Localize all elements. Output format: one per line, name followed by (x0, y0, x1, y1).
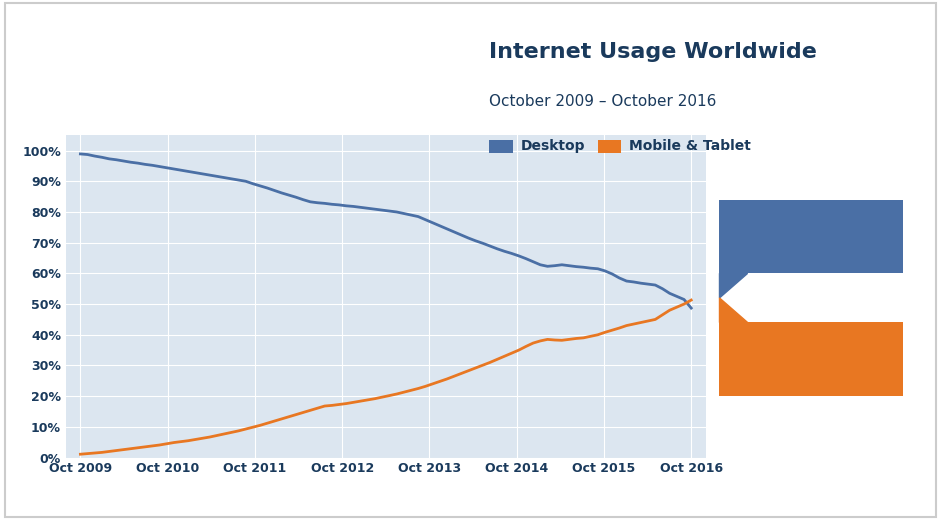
Polygon shape (720, 298, 747, 322)
Text: Desktop: Desktop (782, 224, 839, 238)
FancyBboxPatch shape (720, 322, 903, 396)
Text: Mobile & Tablet: Mobile & Tablet (629, 139, 751, 152)
Polygon shape (720, 274, 747, 298)
Text: Internet Usage Worldwide: Internet Usage Worldwide (489, 42, 817, 61)
Text: 48.7%: 48.7% (767, 246, 853, 270)
Text: Mobile & Tablet: Mobile & Tablet (757, 346, 864, 360)
FancyBboxPatch shape (720, 200, 903, 274)
Text: 51.3%: 51.3% (767, 369, 853, 393)
Text: Desktop: Desktop (520, 139, 585, 152)
Text: October 2009 – October 2016: October 2009 – October 2016 (489, 94, 717, 109)
